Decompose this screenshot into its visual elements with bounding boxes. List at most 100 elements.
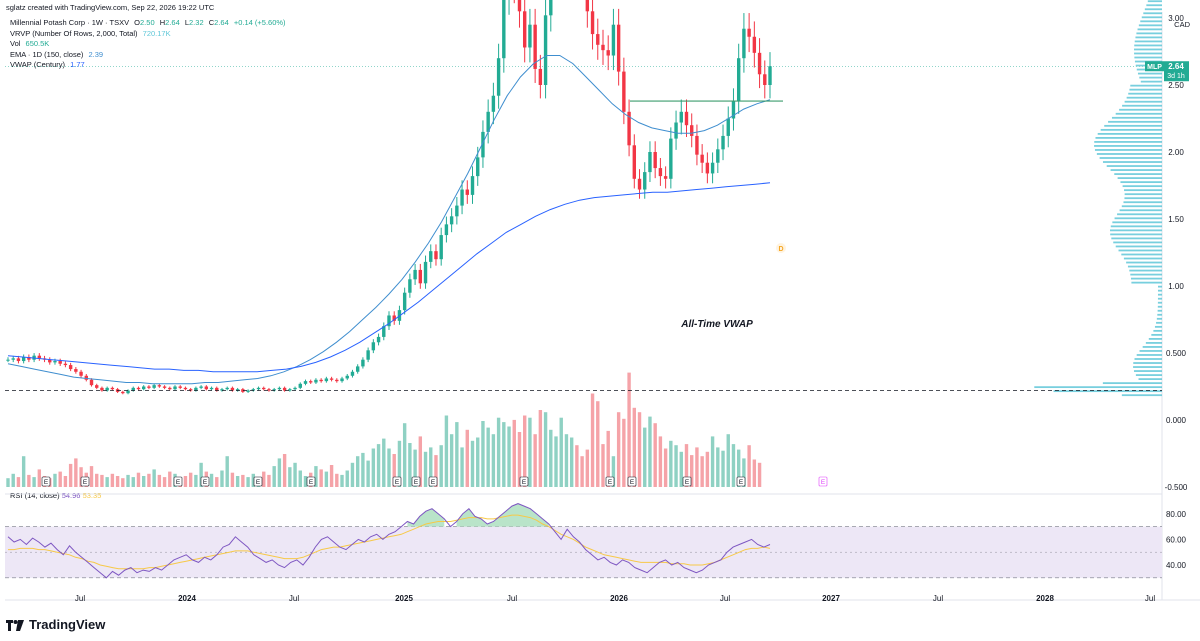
candle-body <box>721 135 725 150</box>
vrvp-bar <box>1130 277 1162 280</box>
volume-bar <box>100 474 104 487</box>
vrvp-bar <box>1110 169 1162 171</box>
candle-body <box>152 385 156 388</box>
dividend-marker: D <box>778 246 783 253</box>
candle-body <box>157 385 162 387</box>
candle-body <box>736 58 741 102</box>
candle-body <box>136 387 141 390</box>
volume-bar <box>215 477 219 487</box>
price-tick-label: 1.50 <box>1168 215 1184 224</box>
vrvp-bar <box>1133 362 1162 364</box>
candle-body <box>340 378 344 382</box>
rsi-band <box>5 526 1162 578</box>
volume-row[interactable]: Vol 650.5K <box>10 39 286 50</box>
candle-body <box>27 357 31 360</box>
candle-body <box>230 387 235 391</box>
vrvp-bar <box>1124 197 1162 200</box>
volume-bar <box>564 434 569 487</box>
vrvp-bar <box>1148 338 1162 340</box>
candle-body <box>596 34 600 45</box>
vrvp-bar <box>1139 76 1162 79</box>
vrvp-bar <box>1110 233 1162 236</box>
candle-body <box>345 375 349 379</box>
earnings-marker-box <box>519 476 529 487</box>
vrvp-bar <box>1110 225 1162 228</box>
candle-body <box>695 135 699 155</box>
time-tick-label: 2025 <box>395 594 413 603</box>
candle-body <box>669 138 673 179</box>
candle-body <box>84 375 88 380</box>
candle-body <box>199 386 203 388</box>
vrvp-bar <box>1130 84 1162 87</box>
high-label: H <box>159 18 166 27</box>
low-value: 2.32 <box>189 18 204 27</box>
candle-body <box>731 101 736 119</box>
rsi-value: 54.96 <box>61 491 81 500</box>
close-label: C <box>208 18 215 27</box>
candle-body <box>277 387 282 390</box>
candle-body <box>37 355 42 359</box>
tradingview-logo[interactable]: TradingView <box>6 617 105 632</box>
candle-body <box>314 379 318 383</box>
volume-bar <box>53 473 57 487</box>
time-tick-label: 2024 <box>178 594 196 603</box>
candle-body <box>460 189 464 206</box>
candle-body <box>517 0 522 12</box>
vrvp-row[interactable]: VRVP (Number Of Rows, 2,000, Total) 720.… <box>10 29 286 40</box>
candle-body <box>382 326 386 337</box>
volume-bar <box>476 437 480 487</box>
time-tick-label: 2027 <box>822 594 840 603</box>
volume-bar <box>288 467 292 487</box>
candle-body <box>522 11 527 48</box>
candle-body <box>622 71 626 112</box>
volume-bar <box>439 445 443 487</box>
vrvp-bar <box>1121 394 1162 397</box>
candle-body <box>209 387 214 390</box>
candle-body <box>21 357 26 362</box>
vrvp-bar <box>1135 374 1162 376</box>
candle-body <box>68 365 73 370</box>
candle-body <box>429 251 433 262</box>
vrvp-bar <box>1126 261 1162 264</box>
volume-bar <box>298 470 302 487</box>
volume-bar <box>491 434 496 487</box>
vrvp-bar <box>1143 12 1162 15</box>
rsi-legend[interactable]: RSI (14, close) 54.96 53.35 <box>10 491 101 500</box>
volume-bar <box>512 419 516 487</box>
volume-bar <box>32 477 36 487</box>
rsi-tick-label: 80.00 <box>1166 510 1187 519</box>
earnings-marker: E <box>256 479 261 486</box>
ema-row[interactable]: EMA · 1D (150, close) 2.39 <box>10 50 286 61</box>
volume-bar <box>716 447 720 487</box>
candle-body <box>606 50 610 56</box>
candle-body <box>324 378 329 382</box>
chart-legend: Millennial Potash Corp · 1W · TSXV O2.50… <box>10 18 286 71</box>
candle-body <box>48 359 52 363</box>
symbol-name[interactable]: Millennial Potash Corp · 1W · TSXV <box>10 18 130 27</box>
vwap-row[interactable]: VWAP (Century) 1.77 <box>10 60 286 71</box>
candle-body <box>538 68 543 85</box>
candle-body <box>63 363 68 366</box>
rsi-tick-label: 60.00 <box>1166 535 1187 544</box>
ema-line <box>7 55 771 385</box>
volume-bar <box>533 434 537 487</box>
volume-bar <box>528 417 532 487</box>
candle-body <box>465 189 469 195</box>
price-tag-bg <box>1164 61 1189 82</box>
candle-body <box>663 176 668 179</box>
candle-body <box>204 386 209 390</box>
vrvp-bar <box>1034 386 1162 389</box>
candle-body <box>256 387 261 390</box>
time-tick-label: 2026 <box>610 594 628 603</box>
volume-bar <box>350 462 355 487</box>
volume-bar <box>105 477 109 487</box>
volume-bar <box>89 466 94 487</box>
volume-bar <box>522 415 527 487</box>
candle-body <box>350 371 355 376</box>
volume-bar <box>126 474 130 487</box>
rsi-line <box>7 503 771 579</box>
volume-bar <box>580 456 584 487</box>
vrvp-value: 720.17K <box>142 28 171 38</box>
candle-body <box>632 145 637 179</box>
